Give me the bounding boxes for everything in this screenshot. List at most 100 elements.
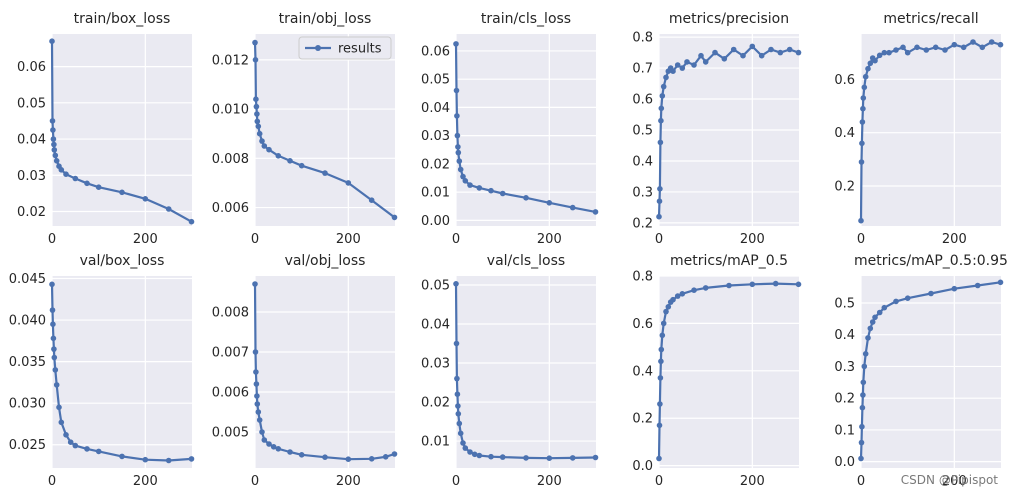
plot-area	[861, 276, 1001, 468]
data-point	[862, 351, 869, 357]
plot-area	[52, 34, 192, 226]
data-point	[876, 52, 883, 59]
data-point	[58, 419, 65, 426]
data-point	[499, 190, 506, 197]
y-tick-label: 0.4	[834, 328, 855, 343]
x-tick-label: 0	[655, 474, 663, 489]
data-point	[455, 403, 461, 409]
data-point	[951, 41, 958, 48]
data-point	[702, 285, 709, 291]
data-point	[467, 182, 473, 188]
data-point	[860, 95, 867, 101]
data-point	[859, 404, 866, 411]
y-tick-label: 0.1	[834, 423, 855, 438]
data-point	[659, 332, 666, 339]
data-point	[670, 68, 676, 74]
y-tick-label: 0.3	[632, 185, 653, 200]
data-point	[252, 39, 258, 46]
data-point	[869, 319, 876, 325]
data-point	[50, 321, 56, 328]
y-tick-label: 0.0	[632, 459, 653, 474]
data-point	[266, 441, 272, 447]
data-point	[656, 198, 663, 204]
data-point	[471, 451, 478, 458]
data-point	[795, 49, 802, 56]
data-point	[275, 153, 282, 159]
data-point	[951, 285, 958, 292]
y-tick-label: 0.02	[421, 157, 450, 172]
data-point	[49, 38, 55, 44]
data-point	[467, 449, 473, 455]
data-point	[867, 325, 874, 332]
data-point	[56, 404, 62, 411]
data-point	[253, 369, 259, 375]
y-tick-label: 0.040	[9, 314, 46, 329]
subplot-title: metrics/mAP_0.5:0.95	[854, 253, 1008, 269]
subplot-metrics-map-0-5: 0 200 0.0 0.2 0.4 0.6 0.8 metrics/mAP_0.5	[632, 253, 802, 489]
data-point	[721, 56, 728, 62]
subplot-title: val/obj_loss	[285, 253, 366, 269]
data-point	[52, 152, 59, 159]
subplot-title: val/cls_loss	[487, 253, 565, 269]
data-point	[252, 281, 258, 287]
data-point	[63, 171, 69, 177]
data-point	[51, 141, 57, 148]
data-point	[712, 49, 718, 56]
data-point	[253, 96, 259, 102]
data-point	[859, 140, 865, 147]
subplot-val-box-loss: 0 200 0.025 0.030 0.035 0.040 0.045 val/box_los…	[9, 253, 195, 489]
data-point	[859, 423, 865, 430]
data-point	[740, 52, 746, 59]
data-point	[523, 195, 529, 201]
y-tick-label: 0.3	[834, 360, 855, 375]
plot-area	[255, 34, 395, 226]
data-point	[50, 335, 57, 342]
y-tick-label: 0.008	[212, 152, 249, 167]
data-point	[95, 184, 102, 190]
y-tick-label: 0.4	[632, 364, 653, 379]
data-point	[657, 139, 664, 146]
y-tick-label: 0.00	[421, 214, 450, 229]
data-point	[368, 197, 375, 203]
y-tick-label: 0.008	[212, 306, 249, 321]
y-tick-label: 0.035	[9, 355, 46, 370]
data-point	[455, 149, 462, 156]
data-point	[453, 340, 460, 347]
data-point	[914, 44, 920, 51]
data-point	[691, 62, 697, 68]
data-point	[142, 456, 149, 463]
data-point	[886, 49, 892, 56]
data-point	[457, 166, 464, 173]
y-tick-label: 0.006	[212, 386, 249, 401]
subplot-title: train/box_loss	[74, 11, 171, 27]
plot-area	[255, 276, 395, 468]
data-point	[758, 52, 765, 59]
legend-label: results	[338, 42, 382, 57]
y-tick-label: 0.04	[17, 133, 46, 148]
data-point	[881, 304, 888, 311]
subplot-val-cls-loss: 0 200 0.01 0.02 0.03 0.04 0.05 val/cls_loss	[421, 253, 599, 489]
data-point	[592, 209, 599, 215]
y-tick-label: 0.010	[212, 103, 249, 118]
data-point	[453, 281, 459, 287]
data-point	[795, 281, 802, 288]
y-tick-label: 0.2	[834, 392, 855, 407]
data-point	[259, 138, 265, 144]
data-point	[63, 432, 69, 438]
data-point	[58, 167, 65, 173]
data-point	[860, 392, 866, 398]
data-point	[453, 41, 459, 47]
y-tick-label: 0.2	[632, 216, 653, 231]
data-point	[942, 47, 948, 53]
data-point	[768, 46, 774, 53]
data-point	[499, 454, 506, 460]
data-point	[476, 452, 483, 459]
x-tick-label: 200	[942, 474, 967, 489]
data-point	[188, 456, 195, 462]
y-tick-label: 0.5	[632, 124, 653, 139]
data-point	[858, 217, 864, 224]
data-point	[298, 452, 305, 458]
data-point	[460, 440, 466, 446]
data-point	[670, 296, 676, 303]
